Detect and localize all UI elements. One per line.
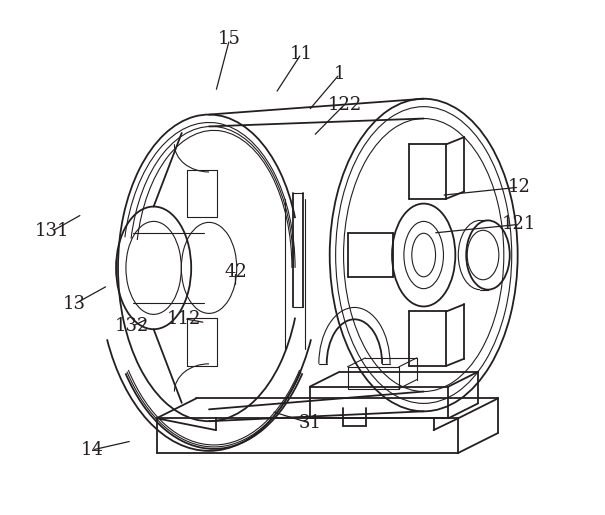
Text: 15: 15 [218, 30, 241, 48]
Text: 12: 12 [508, 178, 531, 196]
Text: 14: 14 [80, 441, 103, 459]
Text: 1: 1 [334, 65, 345, 83]
Text: 42: 42 [224, 263, 247, 281]
Text: 132: 132 [115, 317, 149, 335]
Text: 13: 13 [62, 296, 85, 313]
Text: 122: 122 [327, 96, 362, 114]
Text: 31: 31 [298, 414, 321, 432]
Text: 121: 121 [502, 215, 537, 233]
Text: 112: 112 [167, 310, 201, 328]
Text: 131: 131 [35, 222, 70, 240]
Text: 11: 11 [290, 45, 313, 63]
